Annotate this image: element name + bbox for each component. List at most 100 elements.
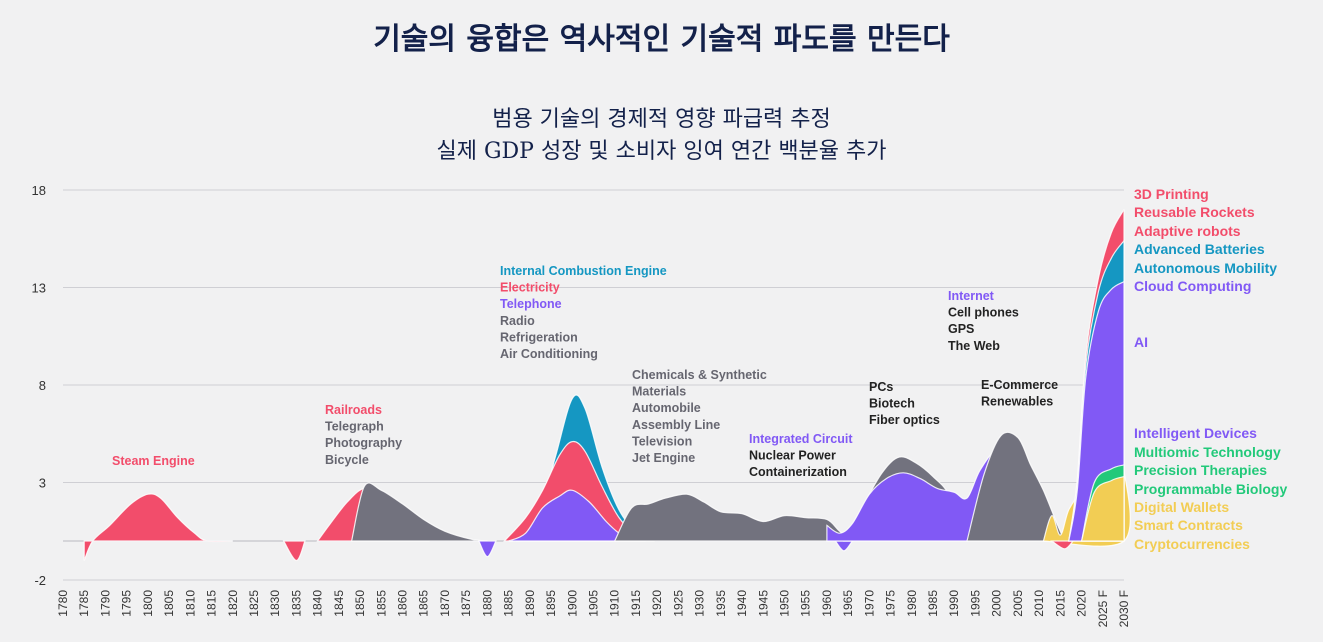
- x-tick-label: 1855: [374, 590, 388, 617]
- annotation-label: Internal Combustion Engine: [500, 264, 667, 278]
- y-axis-ticks: 18 13 8 3 -2: [32, 183, 46, 588]
- legend-item: 3D Printing: [1134, 186, 1209, 202]
- legend-item: Advanced Batteries: [1134, 241, 1265, 257]
- annotation-label: The Web: [948, 339, 1000, 353]
- x-tick-label: 2020: [1075, 590, 1089, 617]
- annotation-label: Biotech: [869, 397, 915, 411]
- annotation-label: Automobile: [632, 401, 701, 415]
- x-tick-label: 1985: [926, 590, 940, 617]
- area-smart-contracts: [1080, 475, 1125, 542]
- legend-item: Programmable Biology: [1134, 481, 1287, 497]
- annotation-label: Fiber optics: [869, 413, 940, 427]
- page-title: 기술의 융합은 역사적인 기술적 파도를 만든다: [373, 22, 950, 57]
- x-tick-label: 1965: [841, 590, 855, 617]
- annotation-label: Telegraph: [325, 420, 384, 434]
- x-tick-label: 1945: [756, 590, 770, 617]
- chart-areas: [83, 209, 1131, 562]
- x-tick-label: 1860: [396, 590, 410, 617]
- x-tick-label: 1960: [820, 590, 834, 617]
- x-tick-label: 2025 F: [1096, 590, 1110, 627]
- annotation-label: Telephone: [500, 297, 562, 311]
- annotation-label: Radio: [500, 314, 535, 328]
- area-emerging-2015: [1049, 540, 1075, 550]
- chart-legend: 3D Printing Reusable Rockets Adaptive robo…: [1134, 186, 1287, 552]
- x-tick-label: 1870: [438, 590, 452, 617]
- legend-item: AI: [1134, 334, 1148, 350]
- annotation-label: Renewables: [981, 395, 1053, 409]
- area-chemicals-synthetic-materials: [613, 493, 855, 542]
- x-tick-label: 1955: [799, 590, 813, 617]
- chart-subtitle-line2: 실제 GDP 성장 및 소비자 잉여 연간 백분율 추가: [436, 139, 887, 164]
- x-tick-label: 1875: [459, 590, 473, 617]
- x-tick-label: 1865: [417, 590, 431, 617]
- x-tick-label: 1895: [544, 590, 558, 617]
- legend-item: Intelligent Devices: [1134, 425, 1257, 441]
- x-tick-label: 1980: [905, 590, 919, 617]
- legend-item: Adaptive robots: [1134, 223, 1241, 239]
- annotation-label: Bicycle: [325, 453, 369, 467]
- x-tick-label: 1795: [120, 590, 134, 617]
- y-tick-label: 13: [32, 281, 46, 296]
- x-tick-label: 1975: [884, 590, 898, 617]
- y-tick-label: -2: [34, 573, 46, 588]
- legend-item: Multiomic Technology: [1134, 444, 1281, 460]
- x-tick-label: 1830: [268, 590, 282, 617]
- x-tick-label: 1815: [205, 590, 219, 617]
- area-steam-engine: [83, 493, 233, 561]
- area-telegraph-photography-bicycle: [350, 482, 488, 542]
- x-tick-label: 1905: [587, 590, 601, 617]
- x-tick-label: 1890: [523, 590, 537, 617]
- x-tick-label: 1910: [608, 590, 622, 617]
- annotation-label: Railroads: [325, 403, 382, 417]
- x-tick-label: 1935: [714, 590, 728, 617]
- area-railroads-dip: [477, 540, 497, 558]
- x-tick-label: 1990: [947, 590, 961, 617]
- x-tick-label: 1800: [141, 590, 155, 617]
- x-tick-label: 1850: [353, 590, 367, 617]
- annotation-label: Air Conditioning: [500, 347, 598, 361]
- annotation-label: Refrigeration: [500, 330, 578, 344]
- x-axis-ticks: 1780 1785 1790 1795 1800 1805 1810 1815 1820 1825…: [56, 590, 1131, 628]
- area-integrated-circuit-dip: [834, 540, 854, 552]
- x-tick-label: 2000: [990, 590, 1004, 617]
- annotation-label: Jet Engine: [632, 451, 695, 465]
- x-tick-label: 1920: [650, 590, 664, 617]
- x-tick-label: 1810: [183, 590, 197, 617]
- annotation-label: Assembly Line: [632, 418, 720, 432]
- x-tick-label: 1825: [247, 590, 261, 617]
- x-tick-label: 1780: [56, 590, 70, 617]
- x-tick-label: 1925: [671, 590, 685, 617]
- annotation-label: Cell phones: [948, 306, 1019, 320]
- annotation-label: Electricity: [500, 281, 560, 295]
- legend-item: Cryptocurrencies: [1134, 536, 1250, 552]
- annotation-label: Television: [632, 434, 692, 448]
- annotation-label: Materials: [632, 385, 686, 399]
- legend-item: Autonomous Mobility: [1134, 260, 1277, 276]
- x-tick-label: 1785: [77, 590, 91, 617]
- x-tick-label: 2010: [1032, 590, 1046, 617]
- y-tick-label: 8: [39, 378, 46, 393]
- annotation-label: Steam Engine: [112, 454, 195, 468]
- annotation-label: PCs: [869, 380, 893, 394]
- legend-item: Reusable Rockets: [1134, 204, 1255, 220]
- x-tick-label: 2015: [1053, 590, 1067, 617]
- legend-item: Precision Therapies: [1134, 462, 1267, 478]
- x-tick-label: 1790: [98, 590, 112, 617]
- chart-annotations: Steam Engine Railroads Telegraph Photograph…: [112, 264, 1058, 479]
- annotation-label: Chemicals & Synthetic: [632, 368, 767, 382]
- x-tick-label: 2030 F: [1117, 590, 1131, 627]
- annotation-label: Containerization: [749, 465, 847, 479]
- x-tick-label: 1915: [629, 590, 643, 617]
- area-telephone: [508, 489, 634, 542]
- area-e-commerce-renewables: [966, 431, 1066, 542]
- x-tick-label: 1995: [968, 590, 982, 617]
- x-tick-label: 1950: [777, 590, 791, 617]
- x-tick-label: 1930: [693, 590, 707, 617]
- x-tick-label: 1840: [311, 590, 325, 617]
- legend-item: Digital Wallets: [1134, 499, 1229, 515]
- x-tick-label: 1900: [565, 590, 579, 617]
- annotation-label: Photography: [325, 436, 402, 450]
- x-tick-label: 1885: [502, 590, 516, 617]
- x-tick-label: 1820: [226, 590, 240, 617]
- y-tick-label: 18: [32, 183, 46, 198]
